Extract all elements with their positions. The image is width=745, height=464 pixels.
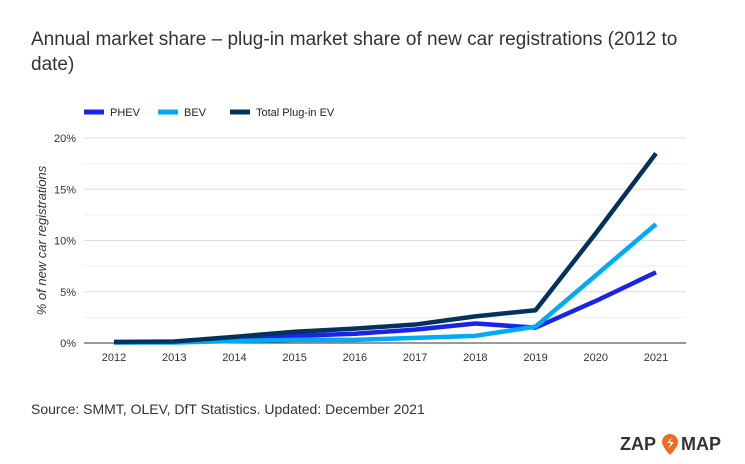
y-tick-label: 0%: [60, 338, 76, 350]
series-line-total-plug-in-ev: [113, 152, 658, 345]
svg-text:MAP: MAP: [681, 434, 721, 454]
x-tick-label: 2017: [403, 352, 427, 364]
legend-label: Total Plug-in EV: [256, 107, 335, 119]
x-tick-label: 2014: [222, 352, 246, 364]
series-line-bev: [114, 222, 658, 345]
x-tick-label: 2013: [162, 352, 186, 364]
x-tick-label: 2019: [523, 352, 547, 364]
zapmap-logo: ZAP MAP: [620, 434, 721, 455]
y-tick-label: 20%: [54, 133, 76, 145]
x-tick-label: 2012: [102, 352, 126, 364]
y-tick-label: 15%: [54, 184, 76, 196]
legend-label: PHEV: [110, 107, 141, 119]
source-note: Source: SMMT, OLEV, DfT Statistics. Upda…: [31, 401, 425, 417]
svg-text:ZAP: ZAP: [620, 434, 656, 454]
x-tick-label: 2021: [644, 352, 668, 364]
x-tick-label: 2018: [463, 352, 487, 364]
y-axis-label: % of new car registrations: [34, 165, 49, 315]
series-line-phev: [114, 270, 657, 345]
line-chart: 0% 5% 10% 15% 20% 2012 2013 2014 2015 2016 2017 201…: [34, 107, 686, 364]
y-tick-label: 5%: [60, 287, 76, 299]
x-tick-label: 2016: [343, 352, 367, 364]
x-tick-label: 2020: [584, 352, 608, 364]
y-tick-label: 10%: [54, 236, 76, 248]
legend-label: BEV: [184, 107, 207, 119]
x-tick-label: 2015: [282, 352, 306, 364]
chart-title: Annual market share – plug-in market sha…: [31, 29, 678, 75]
